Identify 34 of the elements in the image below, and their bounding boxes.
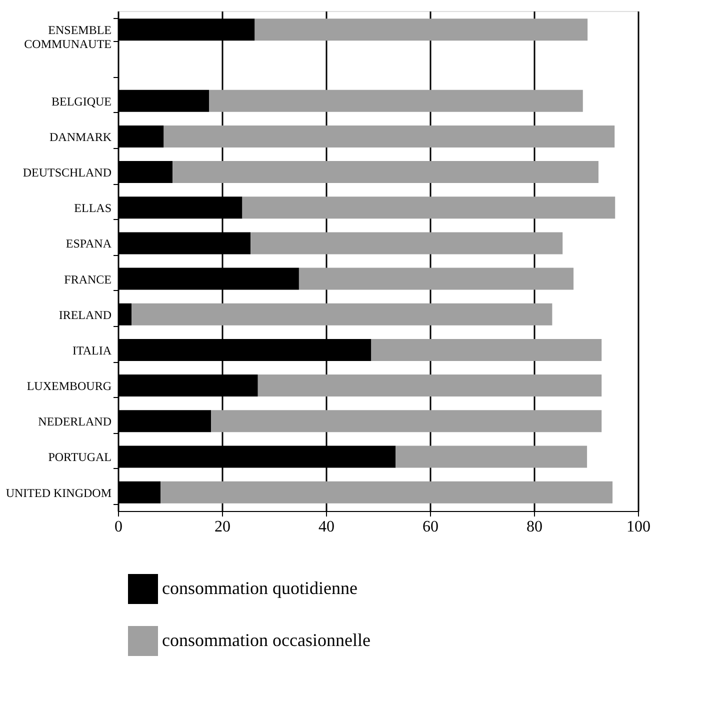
bar bbox=[172, 161, 598, 184]
y-tick-label: ESPANA bbox=[66, 236, 112, 251]
y-tick-label: NEDERLAND bbox=[38, 414, 112, 429]
x-tick-label: 20 bbox=[214, 518, 230, 536]
bar bbox=[298, 268, 574, 290]
x-tick-label: 60 bbox=[422, 518, 438, 536]
bar bbox=[209, 90, 583, 112]
bar bbox=[160, 481, 613, 504]
bar bbox=[250, 232, 563, 254]
bar bbox=[258, 374, 602, 397]
x-tick-label: 0 bbox=[114, 518, 122, 536]
bar bbox=[132, 303, 552, 326]
legend-label: consommation occasionnelle bbox=[162, 630, 370, 650]
x-tick-label: 40 bbox=[318, 518, 334, 536]
bar bbox=[164, 125, 615, 148]
y-tick-label: IRELAND bbox=[58, 308, 112, 322]
y-tick-label: DANMARK bbox=[49, 130, 112, 144]
x-tick-label: 80 bbox=[526, 518, 542, 536]
bar bbox=[211, 410, 602, 432]
y-tick-label: ELLAS bbox=[74, 201, 112, 216]
y-tick-label: ENSEMBLE COMMUNAUTE bbox=[24, 23, 112, 52]
bar bbox=[254, 18, 588, 41]
bar bbox=[371, 338, 602, 361]
x-tick-label: 100 bbox=[626, 518, 650, 536]
legend-label: consommation quotidienne bbox=[162, 578, 358, 598]
y-tick-label: BELGIQUE bbox=[52, 94, 112, 108]
y-tick-label: ITALIA bbox=[72, 343, 112, 358]
y-tick-label: UNITED KINGDOM bbox=[6, 486, 112, 500]
bar bbox=[242, 196, 616, 219]
y-tick-label: LUXEMBOURG bbox=[26, 379, 112, 394]
y-tick-label: FRANCE bbox=[64, 272, 112, 286]
bar bbox=[396, 446, 588, 468]
y-tick-label: DEUTSCHLAND bbox=[22, 166, 112, 180]
y-tick-label: PORTUGAL bbox=[48, 450, 112, 464]
